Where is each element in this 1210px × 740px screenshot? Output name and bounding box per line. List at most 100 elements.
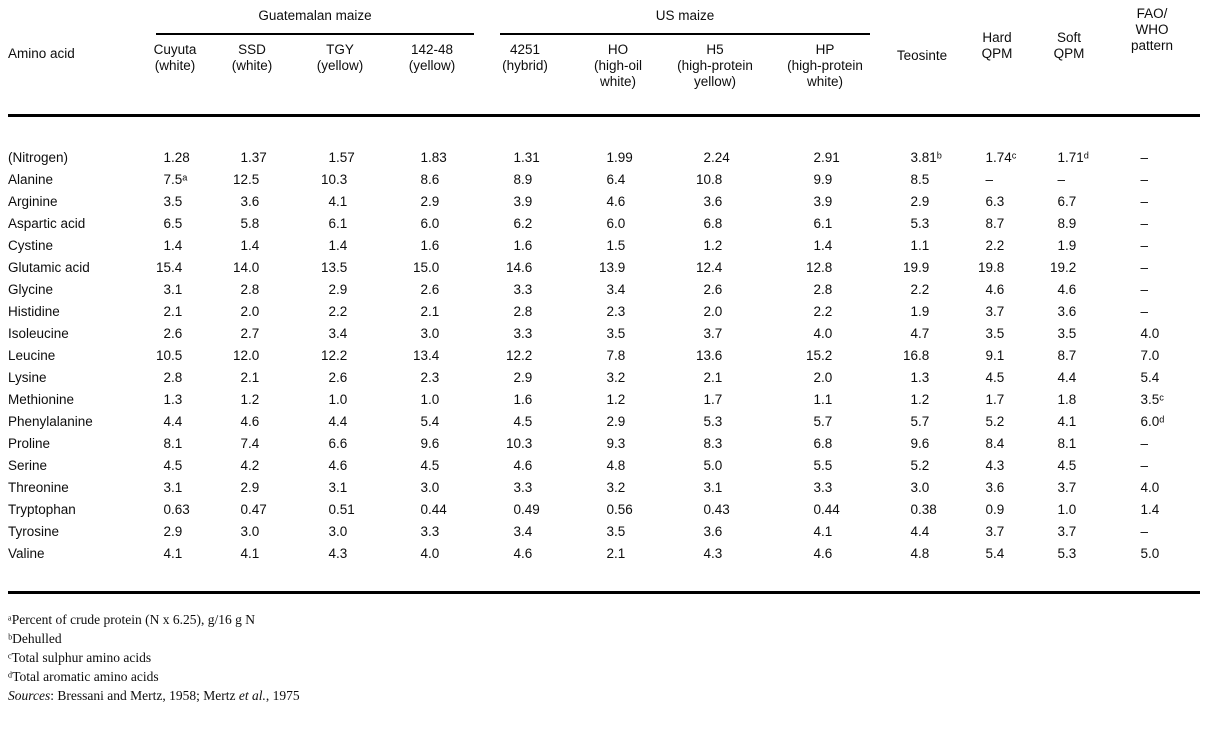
value-cell: 1.9 (1057, 238, 1077, 253)
value-cell: 3.5 (985, 326, 1005, 341)
value-cell: 2.0 (813, 370, 833, 385)
value-cell: 10.8 (695, 172, 723, 187)
value-cell: 6.4 (606, 172, 626, 187)
value-cell: 3.2 (606, 370, 626, 385)
amino-acid-name: Proline (8, 436, 51, 451)
value-cell: 1.7 (703, 392, 723, 407)
group-header-guatemalan-maize: Guatemalan maize (140, 4, 478, 35)
table-row: Tryptophan 0.63 0.47 0.51 0.44 0.49 0.56 0.43 0.… (8, 499, 1200, 521)
value-cell: 4.0 (1140, 480, 1160, 495)
value-cell: 6.6 (328, 436, 348, 451)
value-cell: 2.9 (240, 480, 260, 495)
value-cell: 5.4 (960, 543, 1035, 594)
table-row: Proline 8.1 7.4 6.6 9.6 10.3 9.3 8.3 6.8 9.6 8.4 8.… (8, 433, 1200, 455)
table-row: Leucine 10.5 12.0 12.2 13.4 12.2 7.8 13.6 15.2 16… (8, 345, 1200, 367)
variety-subtitle: (high-oil white) (593, 58, 643, 89)
value-cell: 3.6 (1057, 304, 1077, 319)
value-cell: 4.1 (1057, 414, 1077, 429)
variety-name: 142-48 (410, 42, 454, 57)
value-cell: 16.8 (902, 348, 930, 363)
value-cell: 2.9 (328, 282, 348, 297)
value-cell: 3.0 (910, 480, 930, 495)
value-cell: 7.4 (240, 436, 260, 451)
value-cell: 5.0 (1104, 543, 1201, 594)
value-cell: 5.7 (813, 414, 833, 429)
value-cell: 4.6 (985, 282, 1005, 297)
value-cell: 4.0 (1140, 326, 1160, 341)
value-cell: 12.8 (805, 260, 833, 275)
value-cell: – (1140, 436, 1149, 451)
table-row: Serine 4.5 4.2 4.6 4.5 4.6 4.8 5.0 5.5 5.2 4.3 4.5 – (8, 455, 1200, 477)
value-cell: 3.4 (513, 524, 533, 539)
value-cell: 1.28 (163, 150, 190, 165)
amino-acid-name: Valine (8, 543, 140, 594)
value-cell: 2.8 (163, 370, 183, 385)
value-cell: 5.2 (910, 458, 930, 473)
value-cell: 3.5 (606, 524, 626, 539)
value-cell: – (1140, 458, 1149, 473)
value-cell: 4.6 (1057, 282, 1077, 297)
sources-text: : Bressani and Mertz, 1958; Mertz (50, 688, 239, 703)
value-cell: 4.6 (513, 458, 533, 473)
value-cell: 7.5ᵃ (163, 172, 188, 187)
value-cell: 1.31 (513, 150, 540, 165)
column-header-teosinte: Teosinte (884, 4, 961, 117)
value-cell: 3.0 (420, 326, 440, 341)
value-cell: 1.6 (420, 238, 440, 253)
value-cell: 1.3 (163, 392, 183, 407)
value-cell: 5.3 (1034, 543, 1105, 594)
value-cell: 1.71ᵈ (1057, 150, 1089, 165)
value-cell: 13.9 (598, 260, 626, 275)
amino-acid-name: Tyrosine (8, 524, 60, 539)
column-header-hp: HP (high-protein white) (766, 35, 885, 117)
column-header-142-48: 142-48 (yellow) (386, 35, 478, 117)
value-cell: 8.9 (513, 172, 533, 187)
variety-subtitle: (high-protein yellow) (677, 58, 753, 89)
value-cell: 8.7 (1057, 348, 1077, 363)
amino-acid-name: Glycine (8, 282, 54, 297)
value-cell: 1.2 (240, 392, 260, 407)
value-cell: 3.1 (703, 480, 723, 495)
value-cell: 2.8 (513, 304, 533, 319)
value-cell: 3.6 (985, 480, 1005, 495)
value-cell: 1.4 (240, 238, 260, 253)
table-row: (Nitrogen) 1.28 1.37 1.57 1.83 1.31 1.99 2.24 2.… (8, 116, 1200, 170)
column-header-hard-qpm: Hard QPM (960, 4, 1035, 117)
footnotes: ᵃPercent of crude protein (N x 6.25), g/… (8, 610, 1202, 705)
value-cell: 3.0 (328, 524, 348, 539)
value-cell: 15.2 (805, 348, 833, 363)
value-cell: – (1140, 282, 1149, 297)
value-cell: – (1140, 524, 1149, 539)
value-cell: – (1140, 172, 1149, 187)
amino-acid-table: Amino acid Guatemalan maize US maize Teo… (8, 4, 1201, 594)
table-row: Alanine 7.5ᵃ 12.5 10.3 8.6 8.9 6.4 10.8 9.9 8.5 – –… (8, 169, 1200, 191)
value-cell: 4.0 (813, 326, 833, 341)
value-cell: 6.8 (813, 436, 833, 451)
value-cell: 3.3 (513, 326, 533, 341)
value-cell: 2.9 (606, 414, 626, 429)
value-cell: 4.6 (766, 543, 885, 594)
table-row: Phenylalanine 4.4 4.6 4.4 5.4 4.5 2.9 5.3 5.7 5.7… (8, 411, 1200, 433)
value-cell: 2.1 (420, 304, 440, 319)
value-cell: 8.5 (910, 172, 930, 187)
value-cell: 3.7 (985, 524, 1005, 539)
amino-acid-name: Histidine (8, 304, 60, 319)
table-row: Isoleucine 2.6 2.7 3.4 3.0 3.3 3.5 3.7 4.0 4.7 3.5… (8, 323, 1200, 345)
value-cell: 1.37 (240, 150, 267, 165)
column-header-ssd: SSD (white) (210, 35, 294, 117)
footnote-b: ᵇDehulled (8, 631, 62, 646)
value-cell: – (1140, 216, 1149, 231)
value-cell: 14.6 (505, 260, 533, 275)
value-cell: 2.9 (163, 524, 183, 539)
sources-etal: et al. (238, 688, 266, 703)
value-cell: 4.4 (910, 524, 930, 539)
value-cell: 4.4 (163, 414, 183, 429)
table-row: Glutamic acid 15.4 14.0 13.5 15.0 14.6 13.9 12.… (8, 257, 1200, 279)
value-cell: 5.4 (1140, 370, 1160, 385)
column-header-ho: HO (high-oil white) (572, 35, 664, 117)
value-cell: 2.2 (985, 238, 1005, 253)
variety-name: H5 (706, 42, 724, 57)
amino-acid-name: Glutamic acid (8, 260, 90, 275)
value-cell: 1.99 (606, 150, 633, 165)
column-header-4251: 4251 (hybrid) (478, 35, 572, 117)
